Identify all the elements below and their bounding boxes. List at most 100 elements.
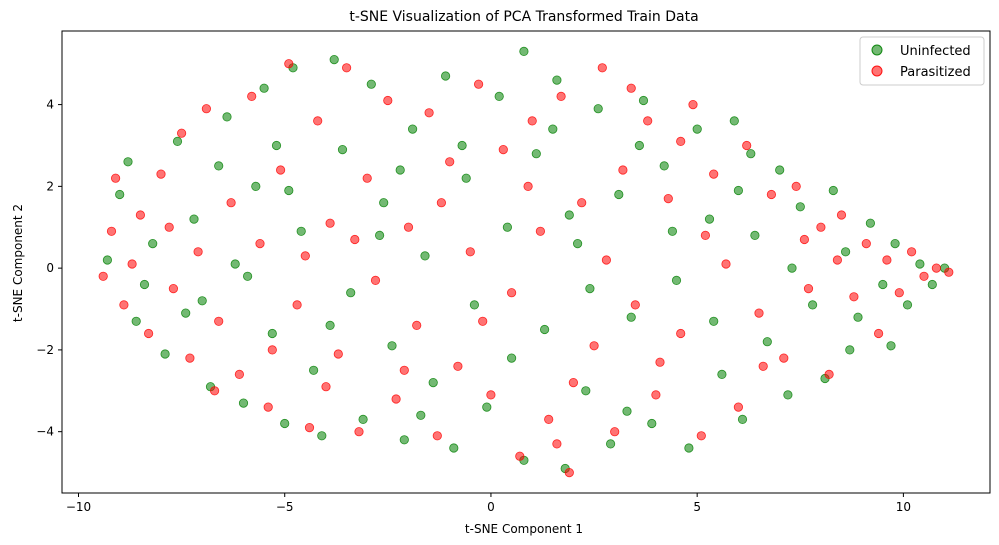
point-uninfected [840, 247, 851, 257]
point-uninfected [853, 312, 863, 322]
point-uninfected [878, 279, 888, 290]
point-uninfected [440, 71, 451, 81]
point-parasitized [655, 357, 665, 367]
point-uninfected [585, 283, 595, 294]
point-uninfected [845, 345, 855, 355]
point-parasitized [506, 288, 517, 298]
point-parasitized [210, 386, 220, 396]
point-parasitized [135, 210, 145, 220]
point-uninfected [308, 365, 319, 375]
point-parasitized [465, 247, 475, 257]
legend-marker-parasitized [871, 65, 883, 77]
point-uninfected [337, 145, 348, 155]
point-parasitized [498, 145, 508, 155]
point-uninfected [494, 91, 504, 102]
x-axis-label: t-SNE Component 1 [465, 522, 583, 536]
point-uninfected [329, 54, 339, 65]
point-parasitized [292, 300, 302, 310]
point-parasitized [111, 173, 121, 183]
point-parasitized [544, 414, 554, 424]
point-uninfected [267, 328, 277, 339]
point-parasitized [589, 341, 599, 351]
point-uninfected [593, 104, 603, 114]
point-uninfected [115, 189, 125, 200]
point-uninfected [416, 410, 426, 420]
point-parasitized [304, 422, 315, 433]
point-parasitized [383, 95, 393, 106]
point-uninfected [374, 230, 385, 240]
point-parasitized [527, 116, 537, 126]
point-parasitized [556, 91, 566, 102]
point-uninfected [296, 226, 306, 236]
point-parasitized [754, 308, 764, 318]
point-parasitized [341, 63, 352, 73]
y-tick-label: 2 [46, 179, 54, 193]
x-axis-ticks: −10 −5 0 5 10 [66, 493, 911, 514]
point-uninfected [123, 157, 133, 167]
point-uninfected [787, 263, 797, 273]
point-parasitized [193, 247, 203, 257]
point-parasitized [350, 234, 360, 245]
legend: Uninfected Parasitized [859, 36, 985, 86]
point-parasitized [321, 382, 331, 392]
point-parasitized [568, 377, 579, 388]
point-uninfected [502, 222, 512, 232]
point-uninfected [243, 271, 253, 281]
point-parasitized [412, 320, 422, 330]
point-parasitized [597, 63, 607, 73]
point-uninfected [172, 136, 183, 146]
point-parasitized [944, 267, 954, 277]
y-tick-label: 4 [46, 98, 54, 112]
point-parasitized [882, 255, 892, 265]
point-uninfected [449, 443, 459, 453]
point-parasitized [643, 116, 653, 126]
point-uninfected [750, 230, 760, 240]
y-tick-label: −2 [36, 343, 54, 357]
point-parasitized [816, 222, 826, 232]
point-uninfected [564, 210, 574, 220]
point-parasitized [696, 431, 706, 441]
point-parasitized [836, 210, 847, 220]
point-uninfected [325, 320, 335, 330]
point-parasitized [601, 255, 612, 265]
point-parasitized [275, 165, 286, 175]
point-parasitized [226, 198, 236, 208]
point-parasitized [300, 251, 310, 261]
point-uninfected [506, 353, 517, 363]
x-tick-label: −5 [276, 500, 294, 514]
point-parasitized [552, 439, 562, 449]
point-uninfected [148, 239, 158, 249]
point-uninfected [214, 161, 224, 171]
points-layer [98, 46, 954, 478]
legend-marker-uninfected [871, 44, 883, 56]
point-uninfected [251, 181, 261, 191]
point-parasitized [663, 194, 673, 204]
point-parasitized [651, 390, 661, 400]
chart-title: t-SNE Visualization of PCA Transformed T… [349, 9, 698, 25]
point-parasitized [535, 226, 546, 236]
point-uninfected [647, 418, 657, 429]
point-parasitized [742, 140, 752, 151]
point-parasitized [403, 222, 414, 232]
point-uninfected [828, 185, 838, 196]
point-uninfected [659, 161, 669, 171]
point-uninfected [614, 189, 624, 200]
point-uninfected [160, 349, 170, 359]
point-uninfected [189, 214, 199, 224]
point-uninfected [667, 226, 678, 236]
point-uninfected [572, 239, 583, 249]
point-uninfected [457, 140, 467, 151]
point-uninfected [634, 140, 645, 151]
point-uninfected [581, 386, 591, 396]
y-tick-label: −4 [36, 425, 54, 439]
point-uninfected [733, 185, 744, 196]
x-tick-label: −10 [66, 500, 91, 514]
point-uninfected [783, 390, 793, 400]
point-uninfected [284, 185, 294, 196]
point-parasitized [486, 390, 496, 400]
point-parasitized [370, 275, 381, 285]
point-uninfected [139, 279, 150, 290]
point-parasitized [861, 239, 871, 249]
point-parasitized [873, 328, 884, 339]
